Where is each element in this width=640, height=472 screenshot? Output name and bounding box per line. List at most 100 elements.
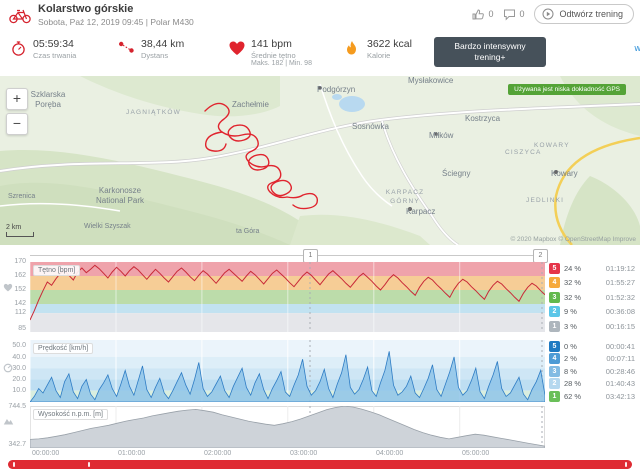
altitude-max-tick: 744.5: [8, 403, 26, 410]
summary-stats-bar: 05:59:34 Czas trwania 38,44 km Dystans 141…: [0, 30, 640, 77]
hr-axis-tick: 85: [18, 325, 26, 332]
map-label: Miłków: [429, 131, 454, 140]
scrollbar-left-handle[interactable]: [13, 462, 15, 467]
hr-chart-label: Tętno [bpm]: [33, 265, 81, 276]
map-label: Karkonosze National Park: [95, 186, 145, 205]
speed-axis-tick: 10.0: [12, 387, 26, 394]
zoom-in-button[interactable]: +: [6, 88, 28, 110]
stat-calories: 3622 kcal Kalorie: [344, 38, 412, 60]
map-zoom-controls: + −: [6, 88, 28, 138]
map-label: KARPACZ GÓRNY: [385, 189, 425, 206]
zone-time: 01:55:27: [605, 278, 635, 287]
speed-chart-label: Prędkość [km/h]: [33, 343, 94, 354]
duration-value: 05:59:34: [33, 38, 74, 50]
speed-zone-row: 1 62 % 03:42:13: [549, 390, 635, 402]
altitude-chart-label: Wysokość n.p.m. [m]: [33, 409, 108, 420]
heart-rate-chart[interactable]: [29, 262, 546, 332]
map-attribution[interactable]: © 2020 Mapbox © OpenStreetMap Improve: [510, 236, 636, 243]
scrollbar-right-handle[interactable]: [625, 462, 627, 467]
zone-time: 00:07:11: [606, 354, 635, 363]
map-label: ta Góra: [236, 228, 260, 235]
hr-zone-row: 2 9 % 00:36:08: [549, 306, 635, 318]
timeline-scrollbar[interactable]: [8, 460, 632, 469]
hr-zone-row: 5 24 % 01:19:12: [549, 262, 635, 274]
zone-badge: 4: [549, 277, 560, 288]
lap-marker: 2: [533, 249, 548, 263]
mountain-icon: [3, 419, 14, 425]
play-icon: [542, 8, 554, 20]
lap-ruler: [30, 255, 545, 256]
comment-count: 0: [519, 9, 525, 19]
hr-zone-row: 1 3 % 00:16:15: [549, 320, 635, 332]
map-scale-bar: [6, 232, 34, 237]
stat-distance: 38,44 km Dystans: [118, 38, 184, 60]
hr-axis-tick: 170: [14, 258, 26, 265]
hr-axis-tick: 162: [14, 272, 26, 279]
time-axis-tick: 02:00:00: [204, 450, 232, 457]
speedometer-icon: [3, 363, 13, 373]
zone-percent: 8 %: [564, 366, 577, 376]
distance-value: 38,44 km: [141, 38, 185, 50]
zone-badge: 4: [549, 353, 560, 364]
zone-badge: 5: [549, 340, 560, 352]
scrollbar-marker: [88, 462, 90, 467]
speed-chart[interactable]: [29, 340, 546, 403]
map-label: Szklarska Poręba: [30, 90, 66, 109]
duration-label: Czas trwania: [33, 51, 77, 60]
time-axis-tick: 04:00:00: [376, 450, 404, 457]
speed-zone-row: 3 8 % 00:28:46: [549, 365, 635, 377]
time-axis-tick: 00:00:00: [32, 450, 60, 457]
map-label: Szrenica: [8, 193, 36, 200]
hr-zones-panel: 5 24 % 01:19:12 4 32 % 01:55:27 3 32 % 01:52:3…: [549, 262, 635, 332]
altitude-chart[interactable]: [29, 405, 546, 449]
zone-badge: 1: [549, 320, 560, 332]
speed-axis-tick: 40.0: [12, 354, 26, 361]
calories-label: Kalorie: [367, 51, 391, 60]
comment-button[interactable]: 0: [503, 8, 524, 21]
like-button[interactable]: 0: [472, 8, 493, 21]
zone-percent: 0 %: [564, 341, 577, 351]
zone-time: 01:52:32: [605, 292, 635, 302]
activity-date-device: Sobota, Paź 12, 2019 09:45 | Polar M430: [38, 17, 194, 27]
zone-time: 01:40:43: [605, 379, 635, 388]
hr-axis-tick: 142: [14, 300, 26, 307]
time-axis-tick: 05:00:00: [462, 450, 490, 457]
gps-accuracy-notice: Używana jest niska dokładność GPS: [508, 84, 626, 95]
hr-zone-row: 4 32 % 01:55:27: [549, 277, 635, 289]
zone-badge: 1: [549, 390, 560, 402]
map-label: CISZYCA: [505, 149, 542, 156]
intensity-badge: Bardzo intensywny trening+: [434, 37, 546, 67]
map-label: Ściegny: [442, 169, 471, 178]
zone-time: 00:00:41: [605, 341, 635, 351]
zoom-out-button[interactable]: −: [6, 113, 28, 135]
timeline-scrollbar-range[interactable]: [8, 460, 632, 469]
zone-percent: 28 %: [564, 379, 582, 388]
activity-title: Kolarstwo górskie: [38, 3, 134, 15]
map-label: Kostrzyca: [465, 114, 501, 123]
zone-badge: 3: [549, 365, 560, 377]
speed-zone-row: 2 28 % 01:40:43: [549, 378, 635, 390]
replay-training-button[interactable]: Odtwórz trening: [534, 4, 634, 24]
replay-label: Odtwórz trening: [559, 9, 623, 19]
time-axis-tick: 01:00:00: [118, 450, 146, 457]
hr-zone-row: 3 32 % 01:52:32: [549, 291, 635, 303]
map-label: Podgórzyn: [317, 85, 356, 94]
zone-percent: 9 %: [564, 307, 577, 316]
comment-icon: [504, 9, 516, 21]
zone-badge: 3: [549, 291, 560, 303]
like-count: 0: [488, 9, 494, 19]
zone-time: 00:36:08: [605, 307, 635, 316]
hr-minmax: Maks. 182 | Min. 98: [251, 60, 312, 67]
speed-zone-row: 5 0 % 00:00:41: [549, 340, 635, 352]
map-label: Wielki Szyszak: [84, 223, 131, 230]
map-scale-label: 2 km: [6, 224, 22, 231]
speed-axis-tick: 20.0: [12, 376, 26, 383]
map-label: Zachełmie: [232, 100, 269, 109]
thumbs-up-icon: [472, 8, 485, 19]
more-link[interactable]: wi: [634, 43, 640, 53]
time-axis-tick: 03:00:00: [290, 450, 318, 457]
map-label: Sosnówka: [352, 122, 389, 131]
stat-heart-rate: 141 bpm Średnie tętno Maks. 182 | Min. 98: [228, 38, 312, 67]
speed-zones-panel: 5 0 % 00:00:41 4 2 % 00:07:11 3 8 % 00:28:46 2…: [549, 340, 635, 402]
route-map[interactable]: Szklarska Poręba JAGNIĄTKÓW Zachełmie Po…: [0, 76, 640, 245]
